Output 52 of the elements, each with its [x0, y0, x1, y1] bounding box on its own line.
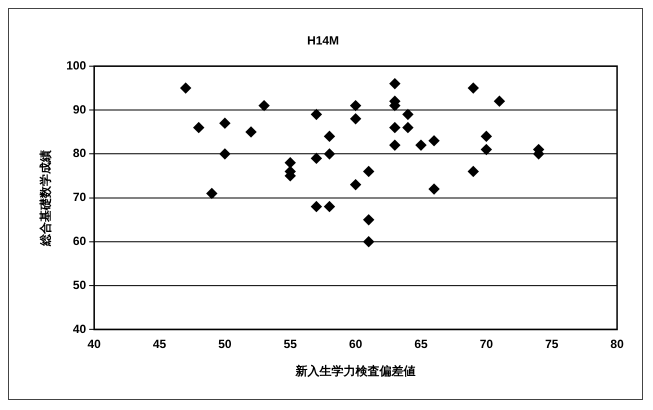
x-tick-label: 75 — [545, 336, 559, 351]
x-axis-title: 新入生学力検査偏差値 — [294, 364, 416, 378]
point — [246, 126, 257, 138]
point — [363, 236, 374, 248]
x-tick-label: 70 — [480, 336, 494, 351]
point — [402, 122, 414, 134]
point — [324, 148, 335, 160]
x-tick-label: 80 — [610, 336, 624, 351]
y-tick-label: 90 — [72, 102, 87, 116]
point — [180, 82, 192, 94]
point — [219, 118, 230, 129]
y-tick-label: 50 — [72, 278, 87, 292]
point — [310, 201, 322, 212]
point — [389, 78, 400, 90]
y-tick-label: 80 — [72, 146, 87, 160]
y-tick-label: 70 — [72, 190, 87, 204]
x-tick-label: 65 — [414, 336, 428, 351]
point — [206, 188, 218, 199]
point — [219, 148, 230, 160]
y-tick-label: 40 — [72, 322, 87, 336]
point — [258, 100, 270, 112]
point — [389, 122, 400, 134]
point — [350, 179, 362, 190]
point — [402, 108, 414, 120]
chart-title: H14M — [307, 33, 339, 48]
point — [193, 122, 204, 134]
point — [324, 201, 335, 212]
x-tick-label: 40 — [88, 336, 102, 351]
point — [310, 152, 322, 164]
y-tick-label: 100 — [66, 58, 87, 72]
point — [428, 184, 440, 195]
point — [428, 135, 440, 146]
point — [494, 96, 505, 107]
point — [363, 214, 374, 226]
point — [324, 130, 335, 142]
point — [284, 157, 296, 168]
y-tick-label: 60 — [72, 234, 87, 248]
x-tick-label: 60 — [348, 336, 363, 351]
point — [468, 82, 479, 94]
y-axis-title: 総合基礎数学成績 — [38, 150, 52, 247]
point — [468, 166, 479, 177]
x-tick-label: 55 — [284, 336, 298, 351]
point — [389, 140, 400, 151]
x-tick-label: 45 — [152, 336, 167, 351]
point — [350, 100, 362, 112]
x-tick-label: 50 — [218, 336, 232, 351]
point — [480, 130, 492, 142]
point — [310, 108, 322, 120]
point — [363, 166, 374, 177]
point — [415, 140, 426, 151]
point — [350, 113, 362, 124]
point — [480, 144, 492, 156]
